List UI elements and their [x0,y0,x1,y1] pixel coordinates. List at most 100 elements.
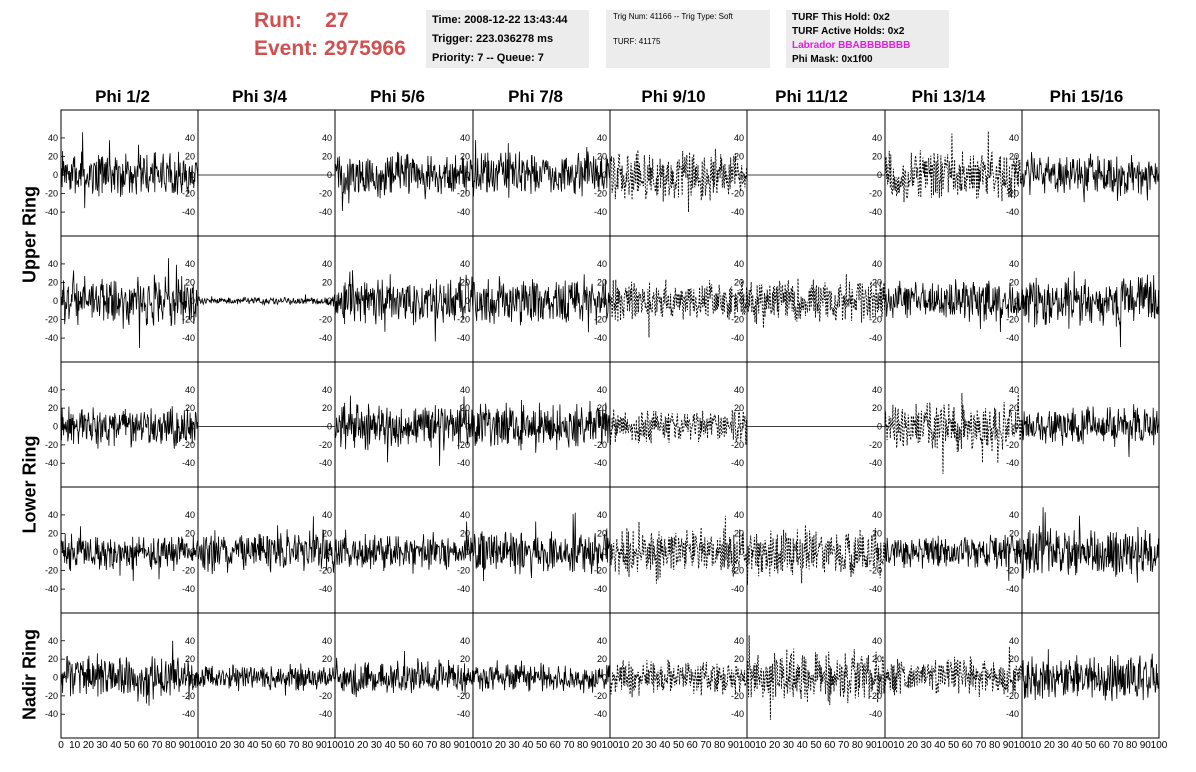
column-header-phi-13-14: Phi 13/14 [911,87,986,106]
x-tick-label: 90 [1140,740,1152,751]
waveform-r2-c0 [60,406,199,449]
y-tick-label: 40 [1009,636,1019,646]
x-tick-label: 70 [563,740,575,751]
y-tick-label: 40 [597,636,607,646]
y-tick-label: 20 [185,654,195,664]
y-tick-label: 20 [48,151,58,161]
y-tick-label: 20 [872,654,882,664]
y-tick-label: -20 [457,440,470,450]
x-tick-label: 70 [975,740,987,751]
y-tick-label: 40 [1009,259,1019,269]
x-tick-label: 60 [138,740,150,751]
y-tick-label: 20 [734,528,744,538]
y-tick-label: 0 [877,673,882,683]
y-tick-label: -20 [45,189,58,199]
y-tick-label: 40 [1009,133,1019,143]
y-tick-label: 40 [460,385,470,395]
y-tick-label: 40 [734,133,744,143]
y-tick-label: 0 [602,422,607,432]
waveform-r4-c0 [60,640,199,706]
y-tick-label: -40 [1006,458,1019,468]
y-tick-label: 20 [322,403,332,413]
y-tick-label: 20 [48,528,58,538]
x-tick-label: 20 [495,740,507,751]
turf-active-holds-text: TURF Active Holds: 0x2 [792,26,905,37]
x-tick-label: 90 [454,740,466,751]
y-tick-label: -40 [1006,584,1019,594]
y-tick-label: -20 [1006,315,1019,325]
x-tick-label: 80 [714,740,726,751]
y-tick-label: -20 [182,566,195,576]
waveform-r4-c6 [884,646,1023,698]
y-tick-label: -20 [319,440,332,450]
y-tick-label: 40 [597,385,607,395]
y-tick-label: -40 [182,584,195,594]
y-tick-label: -20 [731,315,744,325]
waveform-r2-c3 [472,399,611,453]
y-tick-label: 20 [1009,654,1019,664]
y-tick-label: -40 [594,458,607,468]
x-tick-label: 80 [440,740,452,751]
y-tick-label: 40 [322,636,332,646]
waveform-r0-c3 [472,140,611,198]
y-tick-label: 40 [185,510,195,520]
y-tick-label: -40 [731,584,744,594]
run-line: Run: 27 [254,8,349,34]
y-tick-label: 0 [1014,673,1019,683]
y-tick-label: 40 [322,259,332,269]
y-tick-label: 0 [327,422,332,432]
x-tick-label: 100 [190,740,207,751]
y-tick-label: 40 [1009,510,1019,520]
x-tick-label: 10 [69,740,81,751]
y-tick-label: 40 [597,510,607,520]
y-tick-label: -40 [182,709,195,719]
y-tick-label: -20 [45,315,58,325]
y-tick-label: -40 [457,207,470,217]
y-tick-label: 0 [190,547,195,557]
y-tick-label: 20 [1009,277,1019,287]
y-tick-label: -40 [869,709,882,719]
x-tick-label: 80 [302,740,314,751]
y-tick-label: -40 [594,333,607,343]
x-tick-label: 90 [179,740,191,751]
y-tick-label: -40 [731,207,744,217]
x-tick-label: 60 [412,740,424,751]
y-tick-label: 0 [602,170,607,180]
panel-frame-r0-c5 [746,109,886,237]
y-tick-label: 20 [597,528,607,538]
y-tick-label: 0 [739,422,744,432]
y-tick-label: -40 [319,333,332,343]
x-tick-label: 80 [989,740,1001,751]
y-tick-label: -20 [869,440,882,450]
y-tick-label: -40 [594,207,607,217]
x-tick-label: 30 [921,740,933,751]
run-label: Run: [254,9,302,32]
trigger-text: Trigger: 223.036278 ms [432,33,554,45]
x-tick-label: 90 [1003,740,1015,751]
y-tick-label: 0 [602,296,607,306]
y-tick-label: 0 [327,673,332,683]
y-tick-label: 20 [597,151,607,161]
y-tick-label: 40 [734,636,744,646]
y-tick-label: -20 [869,189,882,199]
y-tick-label: 20 [872,277,882,287]
y-tick-label: -40 [457,709,470,719]
x-tick-label: 40 [385,740,397,751]
y-tick-label: -40 [457,584,470,594]
y-tick-label: 40 [734,385,744,395]
y-tick-label: 0 [1014,422,1019,432]
y-tick-label: -40 [869,584,882,594]
y-tick-label: 0 [190,422,195,432]
y-tick-label: 20 [872,151,882,161]
x-tick-label: 50 [948,740,960,751]
waveform-r2-c7 [1021,404,1160,458]
y-tick-label: -40 [731,333,744,343]
x-tick-label: 20 [907,740,919,751]
trig-num-text: Trig Num: 41166 -- Trig Type: Soft [613,12,733,21]
y-tick-label: -20 [1006,440,1019,450]
column-header-phi-3-4: Phi 3/4 [232,87,287,106]
y-tick-label: 0 [877,170,882,180]
y-tick-label: 0 [53,422,58,432]
trig-info-box: Trig Num: 41166 -- Trig Type: Soft TURF:… [606,10,770,68]
y-tick-label: 0 [465,296,470,306]
